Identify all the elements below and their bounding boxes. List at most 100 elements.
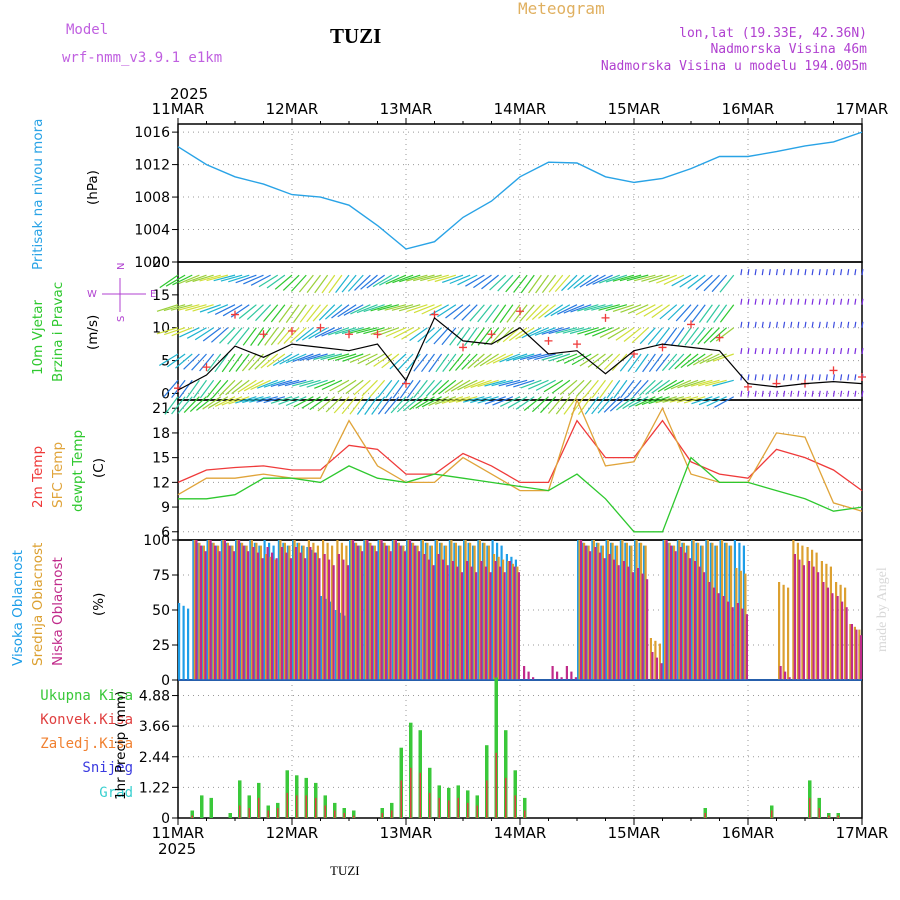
wind-arrow — [235, 274, 257, 284]
wind-arrow — [256, 379, 278, 389]
wind-gust-marker — [487, 330, 496, 339]
precip-legend-conv: Konvek.Kisa — [40, 712, 133, 728]
wind-arrow — [599, 327, 621, 338]
cloud-bar — [271, 552, 274, 680]
cloud-bar — [817, 572, 820, 680]
cloud-bar — [829, 566, 832, 680]
wind-arrow — [437, 304, 457, 318]
wind-arrow — [337, 379, 357, 393]
cloud-bar — [326, 542, 329, 680]
wind-arrow — [228, 396, 250, 405]
wind-arrow — [409, 396, 428, 411]
wind-arrow — [847, 298, 850, 305]
wind-arrow — [329, 379, 350, 392]
wind-arrow — [270, 379, 293, 387]
wind-arrow — [626, 274, 649, 282]
cloud-bar — [385, 545, 388, 680]
wind-arrow — [392, 274, 414, 284]
wind-arrow — [507, 396, 528, 409]
wind-arrow — [199, 304, 221, 313]
wind-arrow — [699, 353, 720, 365]
wind-arrow — [467, 353, 485, 369]
wind-arrow — [535, 274, 549, 294]
wind-arrow — [659, 304, 678, 320]
pressure-ylabel: Pritisak na nivou mora — [30, 119, 46, 270]
wind-arrow — [768, 390, 771, 397]
wind-speed-line — [177, 316, 863, 391]
wind-arrow — [555, 327, 578, 334]
wind-arrow — [811, 321, 814, 328]
wind-arrow — [679, 274, 699, 288]
wind-arrow — [425, 379, 443, 397]
cloud-bar — [427, 559, 430, 680]
wind-arrow — [428, 396, 449, 407]
wind-arrow — [345, 379, 364, 395]
y-tick-label: 0 — [161, 811, 170, 827]
cloud-bar — [706, 540, 709, 680]
wind-arrow — [818, 390, 821, 397]
wind-arrow — [703, 274, 720, 292]
wind-arrow — [740, 269, 743, 276]
cloud-bar — [265, 554, 268, 680]
wind-arrow — [399, 379, 414, 399]
wind-arrow — [698, 304, 713, 323]
cloud-bar — [403, 551, 406, 680]
cloud-bar — [443, 545, 446, 680]
cloud-bar — [719, 540, 722, 680]
wind-arrow — [243, 274, 264, 285]
cloud-bar — [711, 542, 714, 680]
wind-arrow — [531, 396, 549, 413]
wind-arrow — [747, 348, 750, 355]
cloud-bar — [397, 542, 400, 680]
wind-arrow — [847, 269, 850, 276]
wind-arrow — [363, 327, 385, 335]
wind-arrow — [761, 390, 764, 397]
precip-total-bar — [209, 797, 213, 818]
wind-arrow — [473, 274, 492, 289]
cloud-bar — [256, 552, 259, 680]
wind-arrow — [686, 353, 706, 367]
cloud-bar — [480, 561, 483, 680]
wind-arrow — [185, 274, 207, 283]
cloud-bar — [229, 545, 232, 680]
wind-arrow — [158, 353, 179, 367]
wind-arrow — [616, 396, 635, 411]
wind-arrow — [285, 353, 307, 364]
wind-arrow — [453, 304, 471, 320]
cloud-bar — [487, 545, 490, 680]
wind-arrow — [193, 379, 207, 399]
wind-arrow — [761, 298, 764, 305]
wind-arrow — [854, 390, 857, 397]
wind-arrow — [242, 396, 264, 404]
wind-arrow — [825, 348, 828, 355]
cloud-bar — [214, 545, 217, 680]
wind-arrow — [691, 327, 706, 346]
cloud-bar — [694, 561, 697, 680]
y-tick-label: 75 — [152, 568, 170, 584]
wind-arrow — [481, 274, 500, 290]
wind-arrow — [655, 327, 671, 346]
precip-total-bar — [200, 795, 204, 818]
cloud-bar — [332, 565, 335, 680]
wind-arrow — [754, 321, 757, 328]
cloud-bar — [831, 593, 834, 680]
cloud-bar — [796, 542, 799, 680]
wind-arrow — [691, 379, 713, 387]
wind-arrow — [775, 374, 778, 381]
wind-arrow — [331, 304, 350, 319]
cloud-bar — [513, 566, 516, 680]
wind-arrow — [399, 274, 421, 283]
wind-arrow — [254, 353, 272, 370]
wind-arrow — [500, 396, 521, 407]
wind-arrow — [263, 379, 286, 388]
cloud-bar — [215, 545, 218, 680]
cloud-bar — [508, 561, 511, 680]
wind-arrow — [385, 379, 400, 399]
wind-arrow — [249, 396, 271, 403]
wind-arrow — [577, 327, 599, 335]
wind-gust-marker — [544, 336, 553, 345]
wind-arrow — [761, 374, 764, 381]
wind-arrow — [238, 304, 257, 319]
wind-arrow — [584, 396, 599, 415]
wind-arrow — [664, 379, 685, 391]
